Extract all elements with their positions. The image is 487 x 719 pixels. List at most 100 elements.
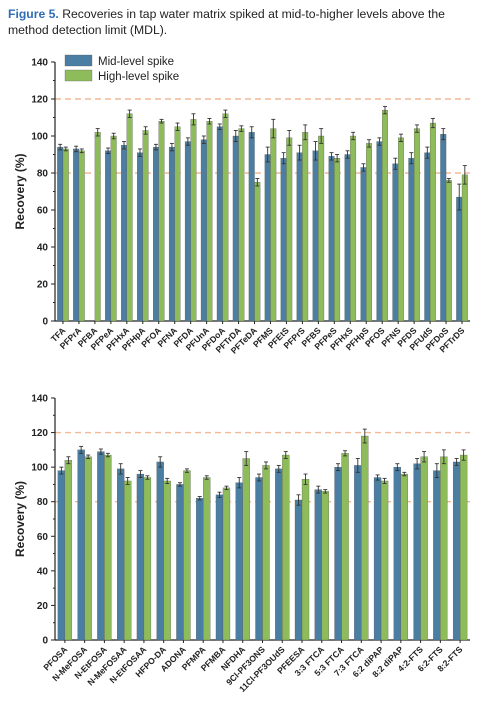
bar-mid-level [73,148,80,322]
bar-high-level [420,456,428,641]
y-tick-label: 120 [31,428,48,439]
bar-high-level [282,454,290,641]
bar-high-level [94,132,101,322]
y-tick-label: 20 [37,601,49,612]
y-tick-label: 140 [31,58,48,69]
bar-high-level [174,126,181,322]
bar-high-level [143,477,152,641]
bar-mid-level [77,449,85,641]
bar-high-level [158,121,165,322]
bar-mid-level [196,498,204,641]
bar-mid-level [328,156,335,322]
bar-high-level [334,158,341,322]
bar-high-level [62,148,69,322]
bar-mid-level [136,473,145,641]
bar-mid-level [312,150,319,322]
y-tick-label: 80 [37,169,49,180]
bar-high-level [183,470,191,641]
legend-swatch-mid-level [64,54,93,67]
bar-high-level [302,132,309,322]
y-tick-label: 40 [37,243,49,254]
y-tick-label: 20 [37,280,49,291]
bar-high-level [142,130,149,322]
bar-high-level [254,182,261,322]
bar-mid-level [408,158,415,322]
bar-mid-level [255,477,263,641]
bar-mid-level [105,150,112,322]
caption-text: Recoveries in tap water matrix spiked at… [8,7,445,37]
bar-high-level [318,135,325,322]
bar-high-level [203,477,211,641]
figure-label: Figure 5. [8,7,59,21]
bar-high-level [104,454,112,641]
legend-swatch-high-level [64,69,93,82]
bar-high-level [124,480,132,641]
bar-mid-level [393,466,401,641]
bar-high-level [270,128,277,322]
bar-high-level [366,143,372,322]
bar-mid-level [156,461,164,641]
y-tick-label: 100 [31,463,48,474]
y-tick-label: 60 [37,532,49,543]
bar-high-level [126,113,133,322]
bar-mid-level [360,167,367,322]
bar-mid-level [264,154,271,322]
bar-mid-level [235,482,243,641]
bar-high-level [341,453,349,641]
bar-high-level [398,137,404,322]
legend-label: High-level spike [98,71,179,83]
bar-high-level [242,458,250,641]
bar-mid-level [344,154,351,322]
bar-high-level [445,180,452,322]
bar-mid-level [152,146,159,322]
bar-mid-level [440,134,447,322]
bar-high-level [262,465,270,641]
bar-high-level [238,128,245,322]
bar-mid-level [296,152,303,322]
bar-mid-level [452,461,461,641]
y-tick-label: 40 [37,566,49,577]
bar-mid-level [57,470,66,641]
bar-mid-level [248,132,255,322]
bar-mid-level [424,152,431,322]
bar-mid-level [216,126,223,322]
legend-label: Mid-level spike [98,56,174,68]
bar-mid-level [413,463,421,641]
bar-high-level [206,121,213,322]
bar-mid-level [392,163,399,322]
bar-mid-level [373,477,382,641]
figure-caption: Figure 5. Recoveries in tap water matrix… [8,6,480,38]
bar-high-level [461,174,468,322]
bar-high-level [400,473,408,641]
bar-mid-level [176,484,184,641]
bar-high-level [222,113,229,322]
y-tick-label: 100 [31,132,48,143]
bar-mid-level [215,494,224,641]
bar-mid-level [314,489,322,641]
bar-mid-level [200,139,207,322]
bar-mid-level [433,470,441,641]
bar-high-level [440,456,448,641]
y-axis-label: Recovery (%) [13,153,27,229]
bar-mid-level [294,499,303,641]
bar-high-level [163,480,171,641]
bar-high-level [459,454,468,641]
bar-mid-level [121,145,127,322]
bar-mid-level [275,468,283,641]
bar-high-level [84,456,92,641]
bar-high-level [350,135,357,322]
bar-mid-level [232,135,239,322]
bar-mid-level [57,146,64,322]
y-tick-label: 80 [37,497,49,508]
bar-high-level [301,479,310,641]
y-tick-label: 140 [31,394,48,405]
bar-high-level [361,435,369,641]
bar-high-level [190,119,197,322]
y-tick-label: 120 [31,95,48,106]
bar-high-level [382,109,388,322]
bar-high-level [429,122,436,322]
bar-mid-level [376,141,383,322]
bar-high-level [286,137,293,322]
bar-mid-level [117,468,125,641]
